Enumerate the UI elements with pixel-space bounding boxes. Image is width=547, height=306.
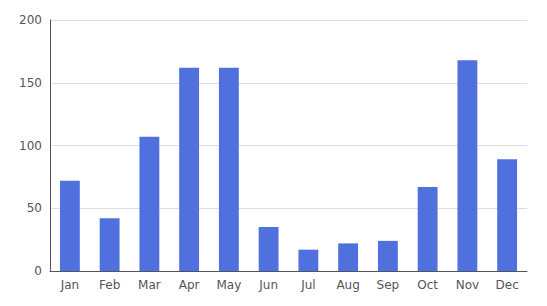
svg-text:Mar: Mar xyxy=(138,278,161,292)
svg-text:200: 200 xyxy=(19,13,42,27)
svg-text:Jan: Jan xyxy=(60,278,80,292)
svg-text:0: 0 xyxy=(34,264,42,278)
svg-text:50: 50 xyxy=(27,201,42,215)
svg-text:Jul: Jul xyxy=(300,278,315,292)
svg-text:150: 150 xyxy=(19,76,42,90)
svg-text:Nov: Nov xyxy=(456,278,479,292)
svg-text:May: May xyxy=(216,278,241,292)
svg-text:Jun: Jun xyxy=(258,278,278,292)
svg-text:Feb: Feb xyxy=(99,278,120,292)
svg-text:Apr: Apr xyxy=(179,278,200,292)
svg-text:Sep: Sep xyxy=(377,278,400,292)
svg-text:100: 100 xyxy=(19,139,42,153)
svg-text:Aug: Aug xyxy=(336,278,359,292)
svg-text:Dec: Dec xyxy=(496,278,519,292)
svg-text:Oct: Oct xyxy=(417,278,438,292)
